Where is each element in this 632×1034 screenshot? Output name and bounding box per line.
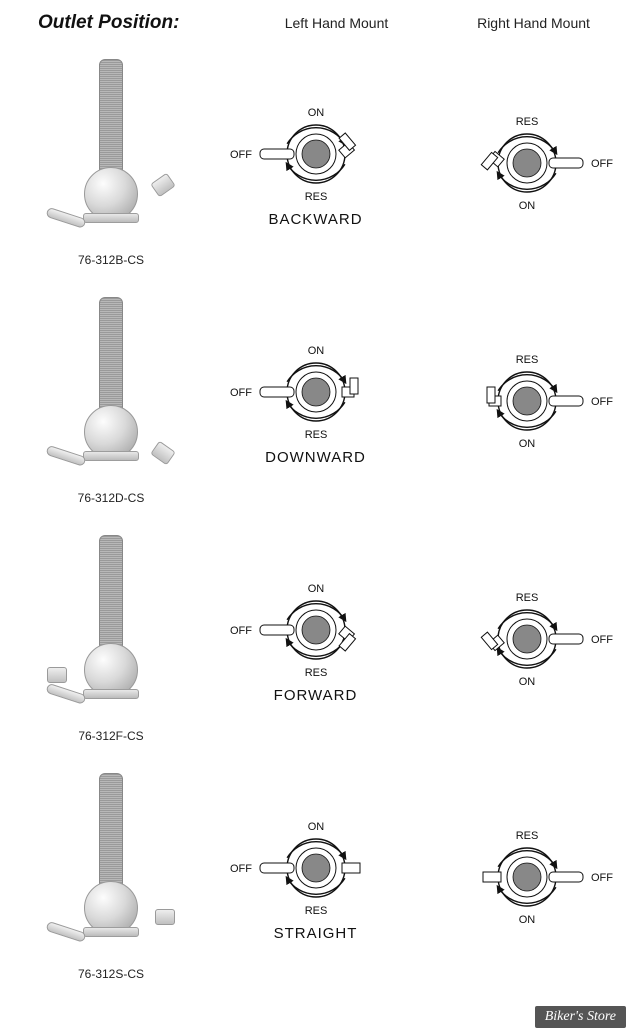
svg-text:ON: ON	[518, 914, 535, 926]
svg-text:RES: RES	[304, 429, 327, 441]
col-header-right: Right Hand Mount	[435, 15, 632, 31]
svg-text:ON: ON	[518, 676, 535, 688]
product-row: 76-312B-CS ON RES OFF BACKWARD	[0, 44, 632, 282]
svg-text:ON: ON	[518, 200, 535, 212]
svg-text:OFF: OFF	[230, 149, 252, 161]
product-photo-cell: 76-312B-CS	[0, 44, 210, 282]
svg-text:OFF: OFF	[230, 387, 252, 399]
product-photo-cell: 76-312F-CS	[0, 520, 210, 758]
svg-text:ON: ON	[518, 438, 535, 450]
fuel-filter-stem	[99, 535, 123, 647]
svg-text:RES: RES	[304, 667, 327, 679]
valve-ring	[83, 213, 139, 223]
product-row: 76-312D-CS ON RES OFF DOWNWARD	[0, 282, 632, 520]
position-name: DOWNWARD	[210, 449, 421, 466]
header-row: Outlet Position: Left Hand Mount Right H…	[0, 0, 632, 36]
valve-ring	[83, 451, 139, 461]
product-row: 76-312F-CS ON RES OFF FORWARD	[0, 520, 632, 758]
valve-lever	[45, 683, 86, 705]
petcock-illustration	[51, 535, 171, 725]
product-rows: 76-312B-CS ON RES OFF BACKWARD	[0, 36, 632, 996]
left-mount-cell: ON RES OFF BACKWARD	[210, 44, 421, 282]
part-number: 76-312S-CS	[78, 967, 144, 981]
svg-text:OFF: OFF	[591, 158, 613, 170]
dial-diagram: ON RES OFF	[236, 99, 396, 209]
page-title: Outlet Position:	[38, 12, 238, 34]
petcock-illustration	[51, 773, 171, 963]
right-mount-cell: RES ON OFF	[421, 282, 632, 520]
valve-ring	[83, 689, 139, 699]
dial-diagram: RES ON OFF	[447, 346, 607, 456]
petcock-illustration	[51, 59, 171, 249]
watermark-badge: Biker's Store	[535, 1006, 626, 1028]
svg-text:RES: RES	[515, 592, 538, 604]
svg-text:RES: RES	[515, 354, 538, 366]
outlet-port	[47, 667, 67, 683]
part-number: 76-312B-CS	[78, 253, 144, 267]
left-mount-cell: ON RES OFF DOWNWARD	[210, 282, 421, 520]
svg-text:OFF: OFF	[230, 625, 252, 637]
right-mount-cell: RES ON OFF	[421, 520, 632, 758]
outlet-port	[150, 441, 176, 466]
fuel-filter-stem	[99, 59, 123, 171]
svg-text:ON: ON	[307, 345, 324, 357]
svg-text:RES: RES	[304, 191, 327, 203]
position-name: STRAIGHT	[210, 925, 421, 942]
fuel-filter-stem	[99, 773, 123, 885]
outlet-port	[155, 909, 175, 925]
part-number: 76-312F-CS	[78, 729, 143, 743]
valve-lever	[45, 445, 86, 467]
position-name: FORWARD	[210, 687, 421, 704]
dial-diagram: ON RES OFF	[236, 813, 396, 923]
valve-ring	[83, 927, 139, 937]
fuel-filter-stem	[99, 297, 123, 409]
right-mount-cell: RES ON OFF	[421, 44, 632, 282]
dial-diagram: RES ON OFF	[447, 822, 607, 932]
left-mount-cell: ON RES OFF STRAIGHT	[210, 758, 421, 996]
svg-text:RES: RES	[515, 116, 538, 128]
dial-diagram: RES ON OFF	[447, 108, 607, 218]
part-number: 76-312D-CS	[78, 491, 145, 505]
svg-text:ON: ON	[307, 821, 324, 833]
product-row: 76-312S-CS ON RES OFF STRAIGHT	[0, 758, 632, 996]
left-mount-cell: ON RES OFF FORWARD	[210, 520, 421, 758]
svg-text:ON: ON	[307, 107, 324, 119]
dial-diagram: RES ON OFF	[447, 584, 607, 694]
valve-lever	[45, 921, 86, 943]
svg-text:OFF: OFF	[591, 396, 613, 408]
svg-text:OFF: OFF	[591, 634, 613, 646]
col-header-left: Left Hand Mount	[238, 15, 435, 31]
dial-diagram: ON RES OFF	[236, 337, 396, 447]
product-photo-cell: 76-312S-CS	[0, 758, 210, 996]
svg-text:RES: RES	[304, 905, 327, 917]
svg-text:OFF: OFF	[230, 863, 252, 875]
position-name: BACKWARD	[210, 211, 421, 228]
svg-text:ON: ON	[307, 583, 324, 595]
product-photo-cell: 76-312D-CS	[0, 282, 210, 520]
dial-diagram: ON RES OFF	[236, 575, 396, 685]
valve-lever	[45, 207, 86, 229]
svg-text:RES: RES	[515, 830, 538, 842]
petcock-illustration	[51, 297, 171, 487]
svg-text:OFF: OFF	[591, 872, 613, 884]
right-mount-cell: RES ON OFF	[421, 758, 632, 996]
outlet-port	[150, 173, 176, 198]
